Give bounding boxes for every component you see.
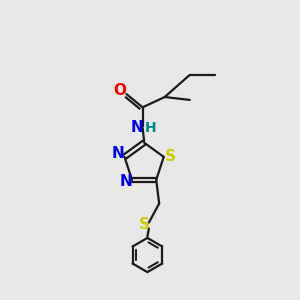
Text: H: H: [145, 121, 157, 135]
Text: N: N: [119, 174, 132, 189]
Text: S: S: [139, 217, 150, 232]
Text: S: S: [165, 149, 176, 164]
Text: N: N: [131, 120, 144, 135]
Text: O: O: [113, 83, 127, 98]
Text: N: N: [112, 146, 124, 161]
